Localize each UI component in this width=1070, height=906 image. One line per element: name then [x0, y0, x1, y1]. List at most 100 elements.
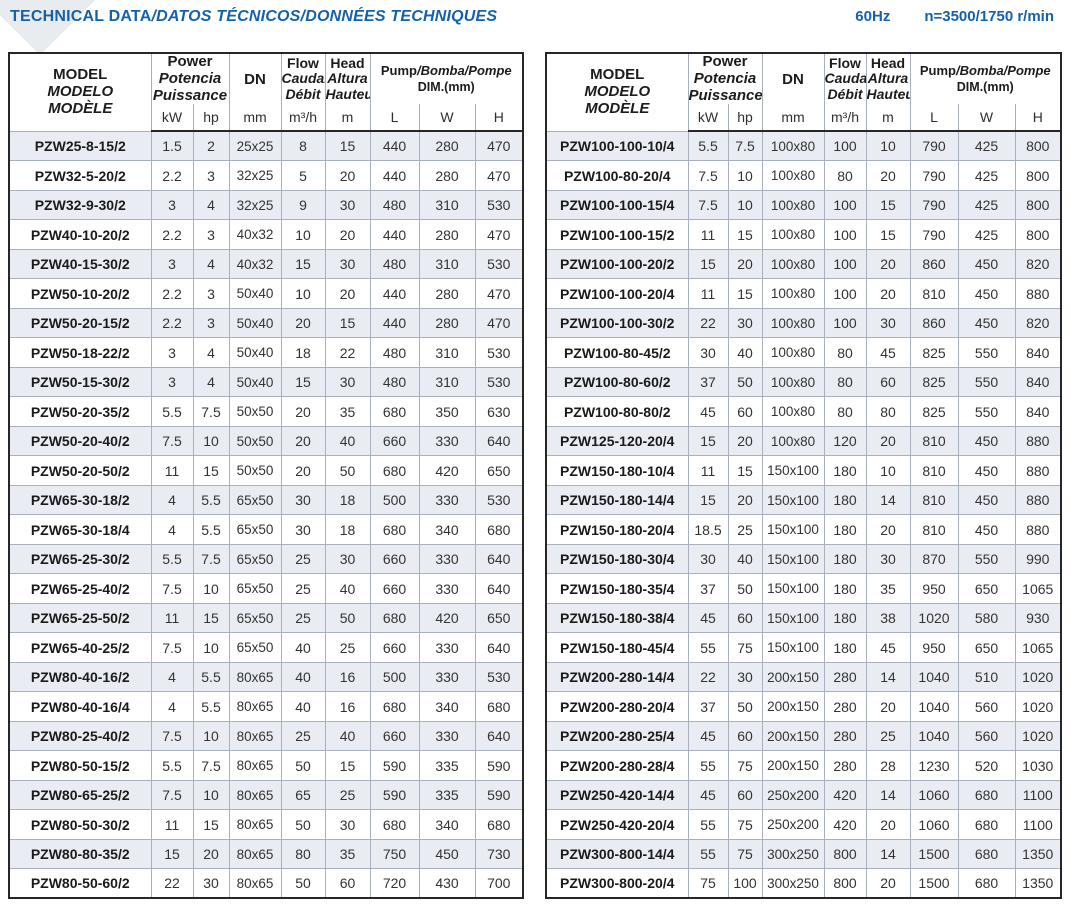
cell-dn: 150x100 — [761, 632, 825, 663]
cell-hp: 10 — [192, 632, 230, 663]
table-row: PZW150-180-14/4 15 20 150x100 180 14 810 450 880 — [545, 484, 1062, 516]
cell-dn: 100x80 — [761, 307, 825, 339]
cell-dn: 150x100 — [761, 602, 825, 634]
cell-hp: 25 — [727, 514, 763, 545]
cell-model: PZW65-40-25/2 — [8, 632, 152, 663]
cell-model: PZW40-10-20/2 — [8, 219, 152, 250]
cell-flow: 25 — [280, 573, 326, 604]
cell-h: 1350 — [1014, 838, 1062, 870]
cell-kw: 22 — [687, 307, 729, 339]
cell-h: 470 — [474, 307, 524, 339]
cell-l: 1040 — [909, 691, 959, 722]
cell-model: PZW100-80-60/2 — [545, 366, 689, 398]
cell-hp: 20 — [727, 425, 763, 457]
cell-flow: 280 — [823, 750, 867, 781]
cell-w: 650 — [957, 573, 1016, 604]
cell-kw: 37 — [687, 573, 729, 604]
cell-model: PZW250-420-14/4 — [545, 779, 689, 811]
cell-model: PZW50-20-35/2 — [8, 396, 152, 427]
cell-l: 810 — [909, 484, 959, 516]
cell-l: 440 — [369, 278, 420, 309]
cell-hp: 4 — [192, 366, 230, 398]
table-row: PZW80-80-35/2 15 20 80x65 80 35 750 450 730 — [8, 838, 524, 870]
spec-table-left: MODEL MODELO MODÈLE Power Potencia Puiss… — [8, 52, 525, 900]
unit-dim-l: L — [369, 104, 420, 133]
cell-hp: 50 — [727, 691, 763, 722]
flow-label-fr: Débit — [285, 86, 321, 103]
cell-head: 35 — [324, 396, 371, 427]
cell-kw: 45 — [687, 720, 729, 752]
dn-label: DN — [244, 70, 266, 88]
table-row: PZW65-30-18/4 4 5.5 65x50 30 18 680 340 680 — [8, 514, 524, 545]
spec-table-right-body: PZW100-100-10/4 5.5 7.5 100x80 100 10 790 425 80… — [545, 130, 1062, 899]
cell-head: 25 — [324, 632, 371, 663]
cell-h: 1020 — [1014, 691, 1062, 722]
pump-label-en: Pump — [380, 63, 417, 79]
cell-kw: 55 — [687, 809, 729, 840]
cell-dn: 150x100 — [761, 514, 825, 545]
cell-kw: 3 — [150, 337, 194, 368]
cell-model: PZW80-50-15/2 — [8, 750, 152, 781]
cell-l: 790 — [909, 219, 959, 250]
cell-h: 680 — [474, 514, 524, 545]
cell-hp: 3 — [192, 219, 230, 250]
cell-l: 860 — [909, 307, 959, 339]
cell-w: 680 — [957, 868, 1016, 899]
cell-dn: 100x80 — [761, 248, 825, 280]
cell-l: 480 — [369, 189, 420, 221]
cell-kw: 7.5 — [150, 720, 194, 752]
col-header-pump-dim: Pump/Bomba/Pompe DIM.(mm) — [909, 52, 1062, 105]
cell-l: 1230 — [909, 750, 959, 781]
unit-dim-l: L — [909, 104, 959, 133]
cell-hp: 75 — [727, 750, 763, 781]
cell-flow: 25 — [280, 543, 326, 575]
cell-h: 1100 — [1014, 809, 1062, 840]
cell-kw: 4 — [150, 661, 194, 693]
cell-hp: 75 — [727, 632, 763, 663]
power-label-en: Power — [702, 53, 748, 70]
cell-hp: 7.5 — [192, 396, 230, 427]
cell-l: 750 — [369, 838, 420, 870]
cell-l: 680 — [369, 455, 420, 486]
cell-w: 450 — [957, 278, 1016, 309]
cell-model: PZW125-120-20/4 — [545, 425, 689, 457]
cell-kw: 55 — [687, 750, 729, 781]
table-row: PZW40-10-20/2 2.2 3 40x32 10 20 440 280 470 — [8, 219, 524, 250]
table-row: PZW150-180-10/4 11 15 150x100 180 10 810 450 880 — [545, 455, 1062, 486]
cell-l: 480 — [369, 366, 420, 398]
cell-hp: 10 — [192, 425, 230, 457]
cell-h: 640 — [474, 573, 524, 604]
cell-dn: 65x50 — [228, 484, 282, 516]
cell-w: 680 — [957, 809, 1016, 840]
cell-model: PZW80-25-40/2 — [8, 720, 152, 752]
unit-dn-mm: mm — [228, 104, 282, 133]
dim-label: DIM.(mm) — [956, 79, 1014, 94]
cell-kw: 45 — [687, 779, 729, 811]
col-header-head: Head Altura Hauteur — [865, 52, 911, 105]
cell-dn: 50x50 — [228, 396, 282, 427]
cell-h: 640 — [474, 425, 524, 457]
cell-h: 990 — [1014, 543, 1062, 575]
table-row: PZW65-25-30/2 5.5 7.5 65x50 25 30 660 330 640 — [8, 543, 524, 575]
table-row: PZW250-420-14/4 45 60 250x200 420 14 1060 680 11… — [545, 779, 1062, 811]
table-row: PZW150-180-35/4 37 50 150x100 180 35 950 650 106… — [545, 573, 1062, 604]
cell-model: PZW50-18-22/2 — [8, 337, 152, 368]
spec-table-right-header: MODEL MODELO MODÈLE Power Potencia Puiss… — [545, 52, 1062, 133]
cell-model: PZW65-30-18/2 — [8, 484, 152, 516]
cell-l: 660 — [369, 720, 420, 752]
cell-dn: 40x32 — [228, 248, 282, 280]
cell-flow: 40 — [280, 632, 326, 663]
pump-label-translations: /Bomba/Pompe — [417, 63, 512, 79]
cell-head: 30 — [865, 543, 911, 575]
cell-h: 530 — [474, 484, 524, 516]
cell-w: 520 — [957, 750, 1016, 781]
table-row: PZW65-30-18/2 4 5.5 65x50 30 18 500 330 530 — [8, 484, 524, 516]
cell-w: 450 — [957, 484, 1016, 516]
cell-h: 530 — [474, 337, 524, 368]
cell-h: 840 — [1014, 337, 1062, 368]
cell-head: 30 — [324, 248, 371, 280]
cell-l: 680 — [369, 809, 420, 840]
cell-dn: 80x65 — [228, 750, 282, 781]
cell-dn: 32x25 — [228, 160, 282, 191]
cell-head: 15 — [324, 307, 371, 339]
